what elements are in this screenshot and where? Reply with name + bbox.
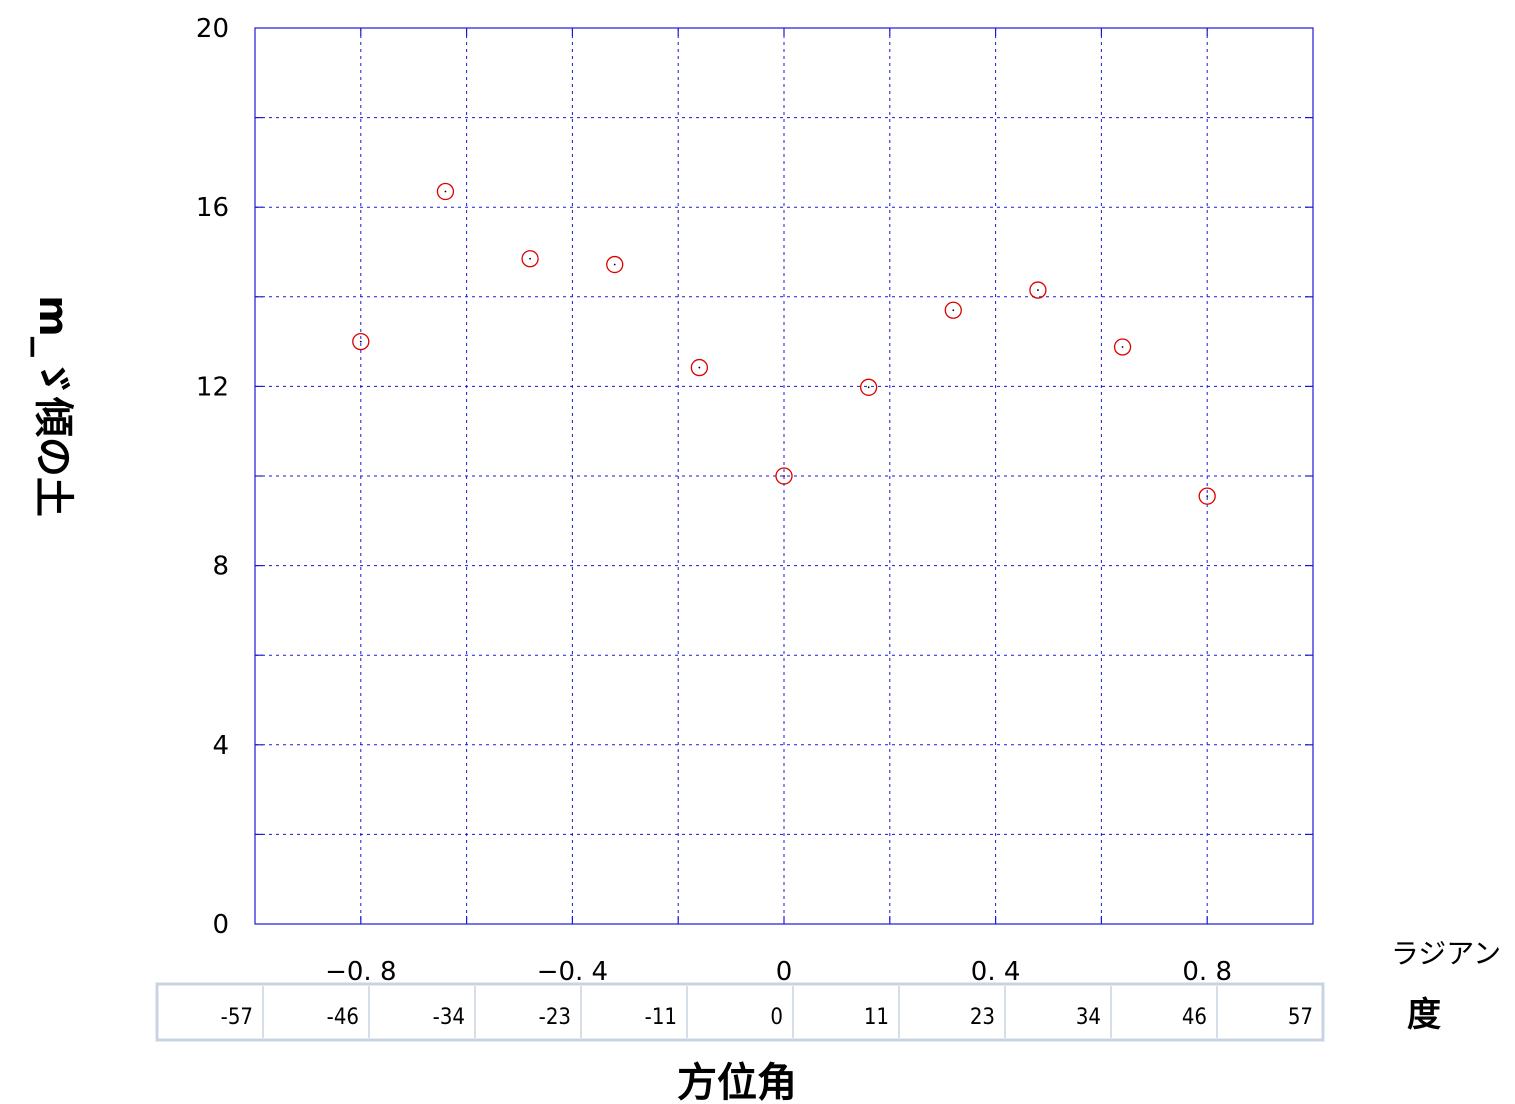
data-point-center: [613, 263, 616, 266]
y-tick-label: 4: [212, 731, 229, 761]
data-point-center: [1037, 289, 1039, 291]
data-point-center: [1121, 346, 1124, 348]
data-point-center: [529, 257, 531, 260]
degree-scale-box: -57 -46 -34 -23 -11 0 11 23 34 46 57: [155, 982, 1325, 1042]
x-axis-title: 方位角: [677, 1060, 797, 1104]
y-tick-label: 16: [196, 193, 229, 223]
data-point: [1029, 281, 1047, 299]
data-points: [352, 182, 1216, 505]
data-point-center: [444, 190, 447, 193]
y-axis-title: m_ゞ傾の土: [30, 295, 76, 517]
x-unit-label-radian: ラジアン: [1391, 937, 1501, 970]
degree-label: -34: [433, 1005, 465, 1030]
data-point-center: [867, 386, 870, 389]
x-tick-label: 0. 4: [971, 957, 1021, 987]
degree-unit-label: 度: [1407, 995, 1441, 1035]
x-tick-label: −0. 8: [325, 957, 396, 987]
x-tick-label: 0. 8: [1182, 957, 1232, 987]
data-point: [1113, 338, 1132, 356]
y-tick-label: 8: [212, 552, 229, 582]
degree-label: -57: [221, 1005, 253, 1030]
data-point: [690, 358, 709, 377]
x-tick-label: −0. 4: [537, 957, 608, 987]
degree-label: 57: [1288, 1005, 1313, 1030]
degree-label: -11: [645, 1005, 677, 1030]
data-point: [436, 182, 455, 201]
y-tick-labels: 0 4 8 12 16 20: [196, 14, 229, 940]
data-point: [944, 301, 962, 319]
data-point-center: [952, 309, 955, 312]
data-point: [521, 250, 539, 268]
degree-label: 34: [1076, 1005, 1101, 1030]
degree-label: 23: [970, 1005, 995, 1030]
data-point: [606, 255, 624, 274]
data-point-center: [1206, 495, 1209, 498]
y-tick-label: 0: [212, 910, 229, 940]
y-tick-label: 12: [196, 372, 229, 402]
degree-label: 46: [1182, 1005, 1207, 1030]
degree-label: -46: [327, 1005, 359, 1030]
degree-label: -23: [539, 1005, 571, 1030]
data-point: [1198, 487, 1216, 505]
data-point: [352, 332, 370, 351]
plot-area-frame: [254, 27, 1314, 925]
degree-label: 0: [770, 1005, 783, 1030]
data-point-center: [359, 340, 362, 343]
x-tick-label: 0: [776, 957, 793, 987]
degree-label: 11: [864, 1005, 889, 1030]
x-tick-labels: −0. 8 −0. 4 0 0. 4 0. 8: [325, 957, 1232, 987]
data-point: [775, 467, 793, 485]
data-point-center: [783, 475, 785, 477]
y-tick-label: 20: [196, 14, 229, 44]
data-point: [859, 378, 878, 396]
data-point-center: [698, 366, 701, 369]
degree-scale-frame: [155, 982, 1325, 1042]
